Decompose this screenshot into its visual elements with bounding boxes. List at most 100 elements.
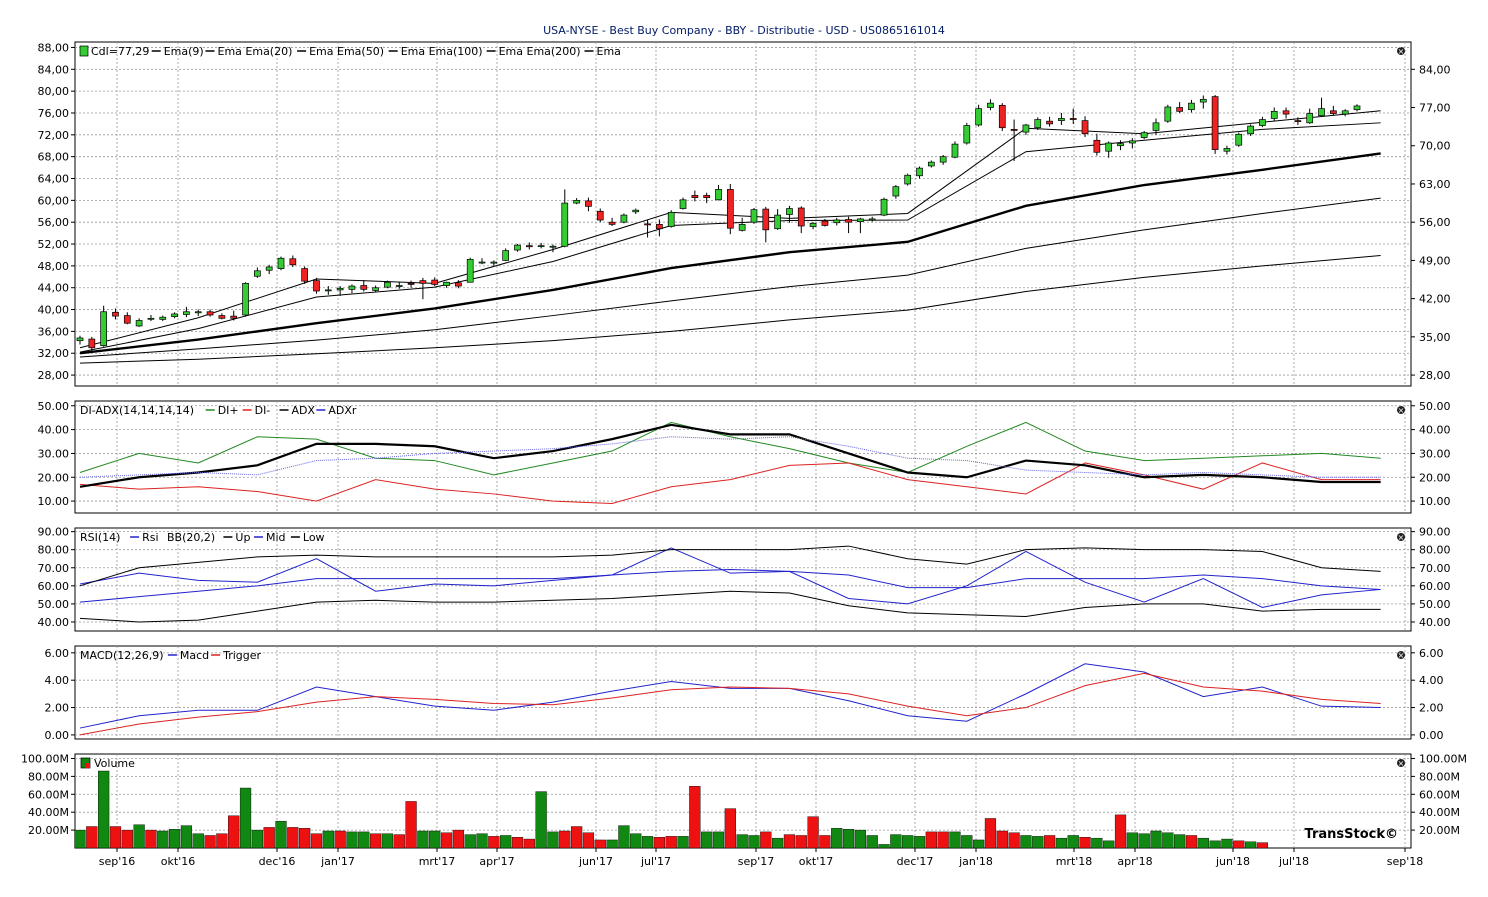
rsi-legend-item: Up [235, 531, 250, 544]
rsi-left-tick-label: 50.00 [38, 598, 70, 611]
candle-body [596, 210, 604, 221]
vol-close-glyph[interactable]: × [1398, 759, 1405, 768]
candle [1010, 119, 1018, 162]
adx-right-tick-label: 50.00 [1419, 400, 1451, 413]
price-legend-item: Cdl=77,29 [91, 45, 149, 58]
candle-body [1270, 110, 1278, 119]
candle [561, 189, 569, 248]
candle-body [324, 289, 332, 292]
candle-body [1199, 98, 1207, 103]
candle-body [360, 285, 368, 290]
candle [1330, 105, 1337, 116]
candle [927, 160, 935, 168]
price-right-tick-label: 49,00 [1419, 254, 1451, 267]
volume-bar [121, 829, 133, 849]
ema-line-ema50 [79, 152, 1381, 355]
rsi-legend-item: RSI(14) [80, 531, 120, 544]
volume-bar [405, 801, 417, 849]
candle-body [159, 316, 167, 320]
price-left-tick-label: 60,00 [38, 194, 70, 207]
rsi-left-tick-label: 60.00 [38, 580, 70, 593]
rsi-right-tick-label: 60.00 [1419, 580, 1451, 593]
candle-body [1247, 125, 1254, 135]
candle [277, 256, 285, 271]
candle [620, 213, 628, 224]
macd-line-trigger [79, 672, 1381, 736]
adx-legend-item: ADXr [328, 404, 357, 417]
candle [667, 210, 675, 228]
macd-right-tick-label: 2.00 [1419, 702, 1444, 715]
rsi-close-glyph[interactable]: × [1398, 533, 1405, 542]
candle [1247, 124, 1254, 136]
volume-bar [358, 831, 370, 849]
candle-body [1318, 108, 1325, 117]
volume-bar [1244, 841, 1257, 849]
candle-body [1034, 119, 1042, 129]
candle-body [904, 174, 912, 185]
volume-bar [476, 833, 488, 849]
volume-bar [748, 835, 760, 849]
volume-bar [204, 835, 216, 849]
volume-bar [854, 829, 867, 849]
candle-body [514, 244, 521, 251]
candle-body [76, 337, 84, 342]
candle [1164, 104, 1172, 123]
candle [336, 286, 344, 296]
candle-body [194, 311, 202, 314]
volume-bar [86, 826, 98, 849]
volume-bar [346, 831, 358, 849]
candle [112, 308, 119, 320]
price-panel-border [74, 41, 1412, 387]
candle-body [667, 212, 675, 227]
candle-body [549, 245, 557, 248]
candle [537, 242, 545, 249]
candle [726, 183, 734, 235]
candle-body [289, 258, 297, 266]
volume-bar [251, 829, 263, 849]
volume-bar [145, 829, 157, 849]
ema-line-ema100 [79, 197, 1381, 358]
volume-bar [819, 835, 831, 849]
candle [206, 309, 214, 317]
candle-body [927, 161, 935, 167]
price-right-tick-label: 42,00 [1419, 293, 1451, 306]
candle-body [750, 209, 758, 223]
price-left-tick-label: 36,00 [38, 325, 70, 338]
price-left-tick-label: 56,00 [38, 216, 70, 229]
price-right-tick-label: 77,00 [1419, 102, 1451, 115]
x-axis-tick-label: sep'18 [1387, 855, 1424, 868]
price-left-tick-label: 76,00 [38, 107, 70, 120]
candle [135, 318, 143, 328]
candle-body [242, 282, 249, 316]
candle [218, 313, 226, 320]
volume-bar [701, 831, 713, 849]
volume-bar [913, 836, 926, 849]
candle [715, 185, 722, 201]
macd-left-tick-label: 2.00 [45, 702, 70, 715]
candle-body [738, 224, 746, 231]
volume-bar [216, 833, 228, 849]
adx-close-glyph[interactable]: × [1398, 406, 1405, 415]
volume-bar [807, 816, 819, 849]
price-close-glyph[interactable]: × [1398, 47, 1405, 56]
volume-bar [1185, 835, 1198, 849]
volume-legend-icon-red [85, 763, 90, 768]
candle-body [537, 245, 545, 248]
candle [1176, 102, 1183, 113]
macd-close-glyph[interactable]: × [1398, 651, 1405, 660]
price-legend-item: Ema Ema(20) [218, 45, 293, 58]
ema-line-ema200 [79, 255, 1381, 364]
candle [1093, 133, 1101, 156]
volume-bar [98, 770, 110, 849]
candle-body [171, 313, 178, 318]
price-legend-item: Ema Ema(50) [309, 45, 384, 58]
volume-bar [452, 829, 464, 849]
candle [1105, 141, 1113, 158]
candle-body [1093, 139, 1101, 153]
candle [797, 206, 805, 234]
volume-left-tick-label: 100.00M [21, 752, 69, 765]
macd-left-tick-label: 6.00 [45, 647, 70, 660]
volume-right-tick-label: 100.00M [1419, 752, 1467, 765]
volume-bar [630, 833, 642, 849]
